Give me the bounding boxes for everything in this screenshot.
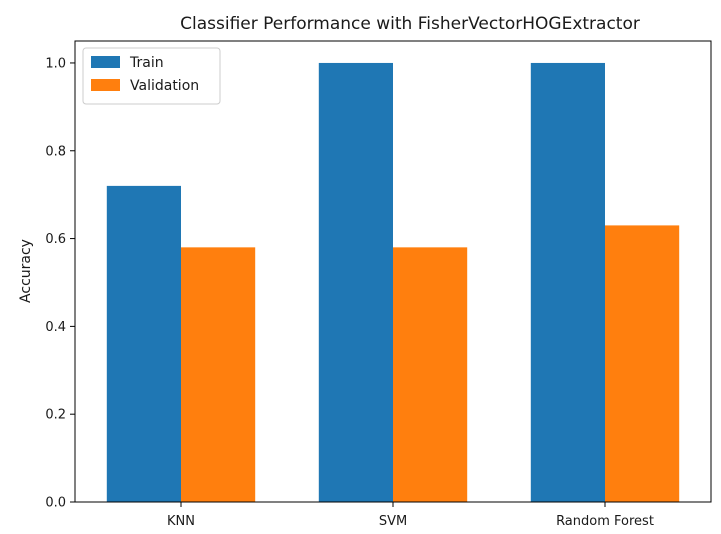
x-tick-label: SVM bbox=[379, 514, 407, 529]
y-tick-label: 1.0 bbox=[45, 56, 66, 71]
x-tick-label: KNN bbox=[167, 514, 195, 529]
y-tick-label: 0.2 bbox=[45, 408, 66, 423]
legend-swatch-validation bbox=[91, 79, 120, 91]
bar-validation-svm bbox=[393, 247, 468, 502]
bar-train-random-forest bbox=[530, 62, 605, 502]
plot-area bbox=[106, 62, 680, 502]
x-tick-label: Random Forest bbox=[556, 514, 654, 529]
bar-validation-random-forest bbox=[605, 225, 680, 502]
y-tick-label: 0.0 bbox=[45, 496, 66, 511]
legend-label-validation: Validation bbox=[130, 78, 199, 94]
legend: Train Validation bbox=[82, 47, 221, 105]
axes: KNN SVM Random Forest 0.0 0.2 0.4 0.6 0.8 1.0 bbox=[45, 40, 712, 529]
plot-frame bbox=[74, 40, 712, 503]
legend-swatch-train bbox=[91, 56, 120, 68]
y-tick-label: 0.8 bbox=[45, 144, 66, 159]
y-tick-label: 0.4 bbox=[45, 320, 66, 335]
bar-train-svm bbox=[318, 62, 393, 502]
y-tick-label: 0.6 bbox=[45, 232, 66, 247]
chart-title: Classifier Performance with FisherVector… bbox=[180, 14, 640, 34]
bar-train-knn bbox=[106, 185, 181, 502]
bar-validation-knn bbox=[181, 247, 256, 502]
legend-label-train: Train bbox=[129, 55, 164, 71]
y-axis-title: Accuracy bbox=[18, 239, 34, 303]
